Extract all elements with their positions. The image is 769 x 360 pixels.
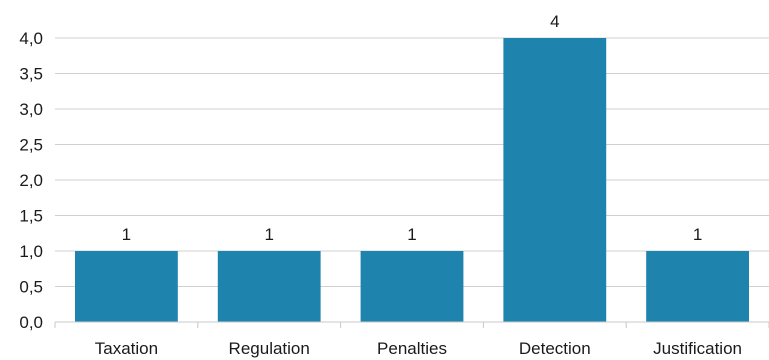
y-tick-label: 2,5 — [19, 136, 43, 155]
x-category-label: Regulation — [229, 339, 310, 358]
bar-data-label: 1 — [693, 225, 702, 244]
y-tick-label: 2,0 — [19, 171, 43, 190]
bar — [360, 251, 464, 322]
bar — [217, 251, 321, 322]
bar-data-label: 1 — [264, 225, 273, 244]
x-axis — [54, 321, 769, 328]
y-tick-label: 1,5 — [19, 207, 43, 226]
x-category-label: Detection — [519, 339, 591, 358]
bar — [646, 251, 750, 322]
x-category-label: Penalties — [377, 339, 447, 358]
bar-data-label: 4 — [550, 12, 559, 31]
bars — [74, 38, 750, 322]
y-tick-label: 0,5 — [19, 278, 43, 297]
y-tick-label: 0,0 — [19, 313, 43, 332]
y-axis-tick-labels: 0,0 0,5 1,0 1,5 2,0 2,5 3,0 3,5 4,0 — [19, 29, 43, 332]
bar — [74, 251, 178, 322]
data-labels: 1 1 1 4 1 — [122, 12, 703, 244]
y-tick-label: 3,0 — [19, 100, 43, 119]
bar — [503, 38, 607, 322]
x-category-label: Taxation — [95, 339, 158, 358]
y-tick-label: 3,5 — [19, 65, 43, 84]
y-tick-label: 1,0 — [19, 242, 43, 261]
bar-data-label: 1 — [122, 225, 131, 244]
bar-data-label: 1 — [407, 225, 416, 244]
x-category-label: Justification — [653, 339, 742, 358]
gridlines — [55, 37, 769, 287]
x-axis-category-labels: Taxation Regulation Penalties Detection Just… — [95, 339, 742, 358]
y-tick-label: 4,0 — [19, 29, 43, 48]
